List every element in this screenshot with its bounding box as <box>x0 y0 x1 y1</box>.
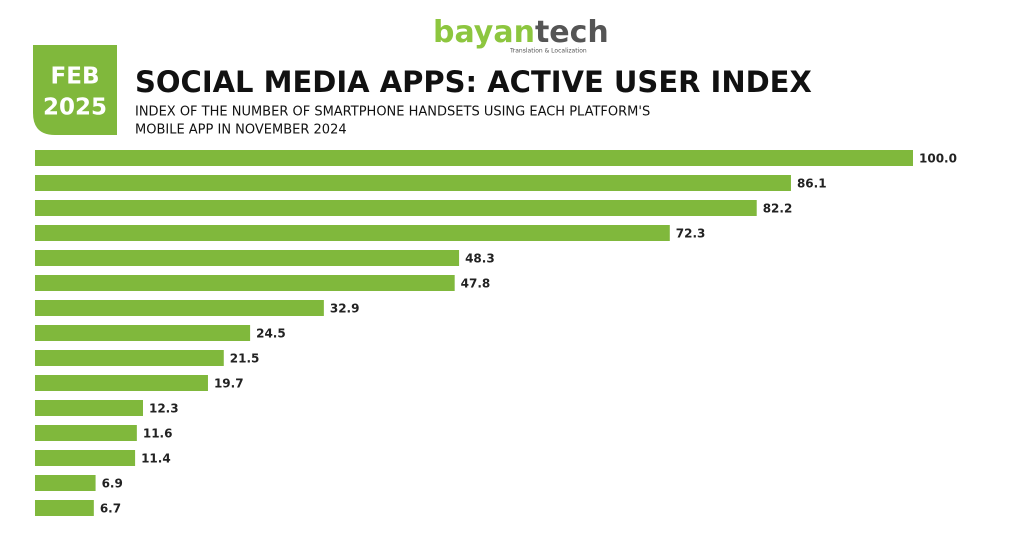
bar <box>35 425 137 441</box>
bar <box>35 450 136 466</box>
bar <box>35 175 791 191</box>
value-label: 6.7 <box>100 502 121 516</box>
brand-logo: bayantech <box>433 15 609 50</box>
value-label: 48.3 <box>465 252 495 266</box>
bar <box>35 500 94 516</box>
value-label: 21.5 <box>230 352 260 366</box>
bar <box>35 250 460 266</box>
subtitle: INDEX OF THE NUMBER OF SMARTPHONE HANDSE… <box>135 105 650 120</box>
value-label: 100.0 <box>919 152 957 166</box>
value-label: 11.4 <box>141 452 171 466</box>
value-label: 47.8 <box>461 277 491 291</box>
brand-tagline: Translation & Localization <box>509 48 587 55</box>
bar <box>35 350 224 366</box>
bar <box>35 400 143 416</box>
brand-a: bayan <box>433 15 535 50</box>
badge <box>33 45 117 135</box>
value-label: 6.9 <box>102 477 123 491</box>
value-label: 32.9 <box>330 302 360 316</box>
chart-title: SOCIAL MEDIA APPS: ACTIVE USER INDEX <box>135 65 812 99</box>
value-label: 12.3 <box>149 402 179 416</box>
bar <box>35 150 913 166</box>
brand-b: tech <box>535 15 609 50</box>
value-label: 72.3 <box>676 227 706 241</box>
bar <box>35 300 324 316</box>
bar <box>35 200 757 216</box>
badge-line1: FEB <box>51 64 100 90</box>
value-label: 86.1 <box>797 177 827 191</box>
value-label: 24.5 <box>256 327 286 341</box>
bar <box>35 275 455 291</box>
bar <box>35 475 96 491</box>
subtitle: MOBILE APP IN NOVEMBER 2024 <box>135 123 347 138</box>
value-label: 82.2 <box>763 202 793 216</box>
bar <box>35 375 208 391</box>
bar <box>35 325 251 341</box>
value-label: 11.6 <box>143 427 173 441</box>
badge-line2: 2025 <box>43 95 107 121</box>
bar <box>35 225 670 241</box>
value-label: 19.7 <box>214 377 244 391</box>
